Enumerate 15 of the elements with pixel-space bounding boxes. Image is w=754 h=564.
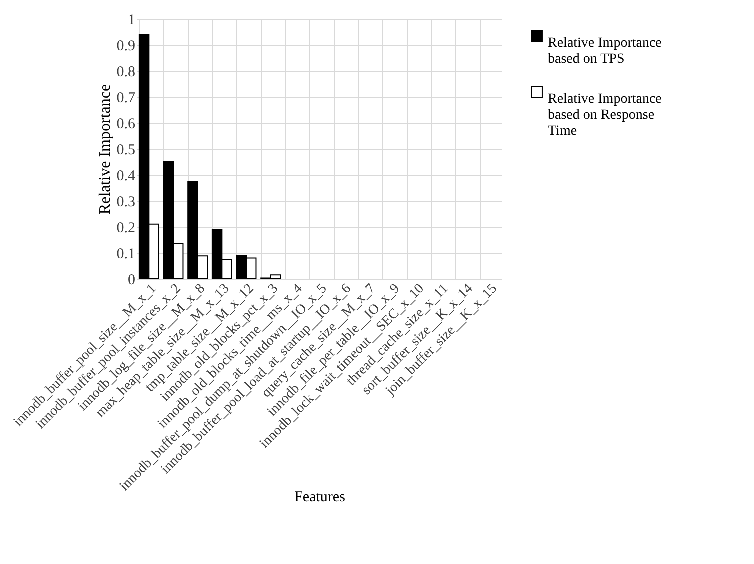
- x-axis-title: Features: [294, 490, 346, 506]
- y-tick-label: 0.5: [116, 142, 136, 158]
- y-tick-label: 0.6: [116, 116, 136, 132]
- legend-label: Relative Importance based on TPS: [548, 36, 662, 67]
- y-tick-label: 0.8: [116, 64, 136, 80]
- y-tick-label: 0.1: [116, 246, 136, 262]
- y-tick-label: 0.7: [116, 90, 136, 106]
- y-tick-label: 0.9: [116, 38, 136, 54]
- y-tick-label: 1: [128, 12, 136, 28]
- y-tick-label: 0.2: [116, 220, 136, 236]
- y-axis-title: Relative Importance: [96, 84, 114, 215]
- y-tick-label: 0.3: [116, 194, 136, 210]
- legend-label: Relative Importance based on Response Time: [548, 92, 662, 139]
- y-tick-label: 0: [128, 272, 136, 288]
- y-tick-label: 0.4: [116, 168, 136, 184]
